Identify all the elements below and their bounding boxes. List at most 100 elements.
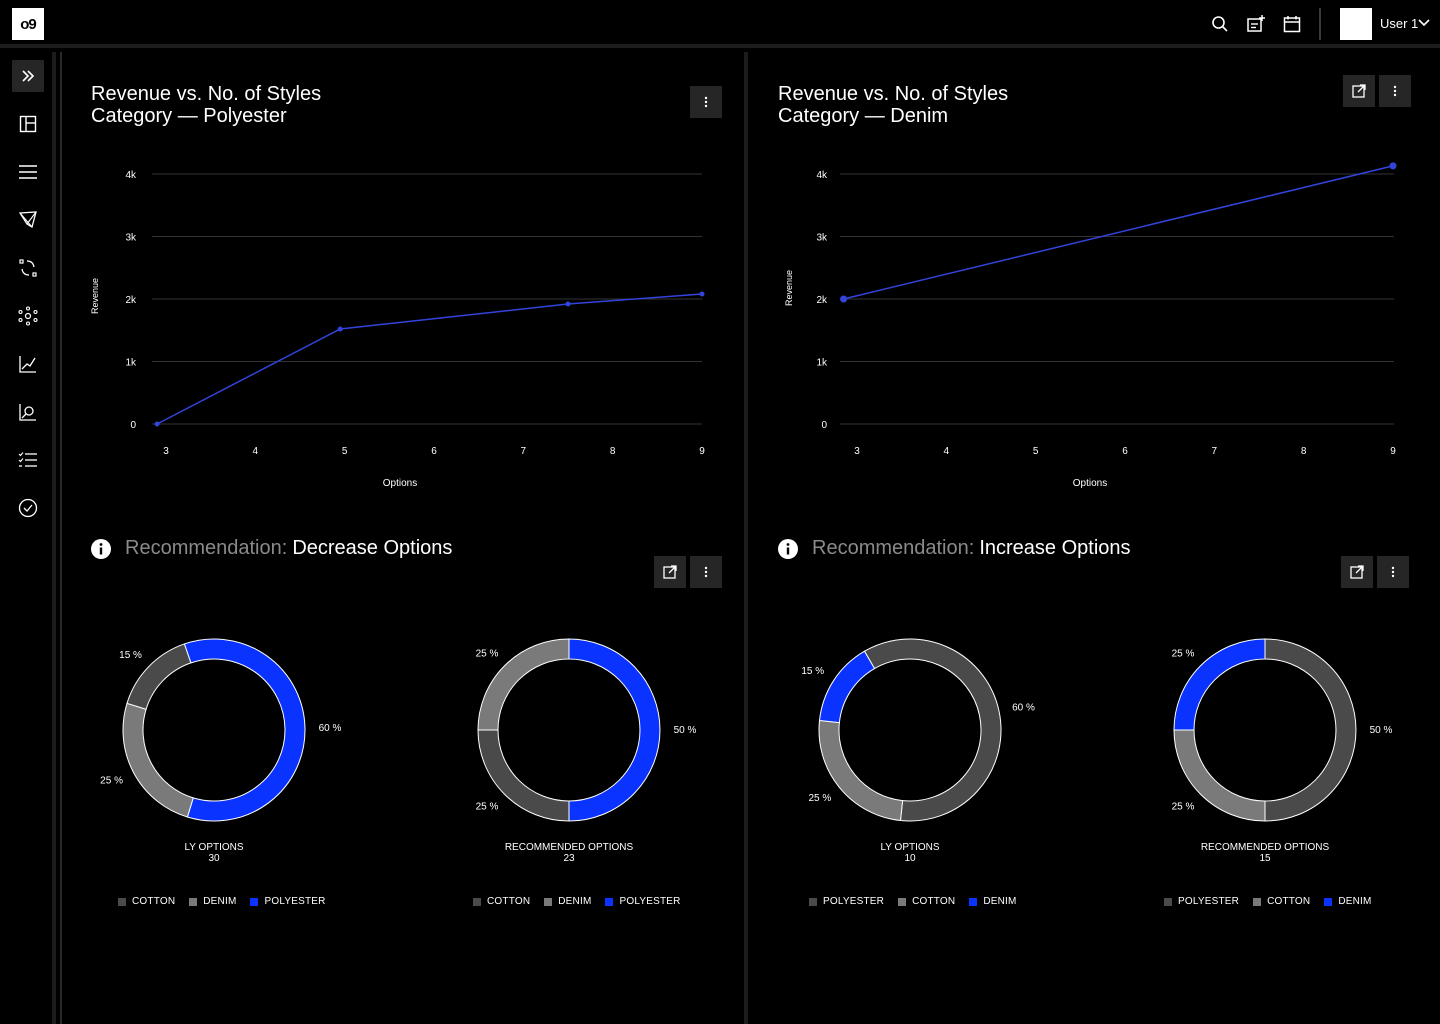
user-name[interactable]: User 1	[1380, 16, 1419, 31]
x-tick-label: 3	[854, 446, 860, 457]
donut-slice-label: 60 %	[319, 723, 342, 734]
flow-icon[interactable]	[12, 252, 44, 284]
chart-y-label: Revenue	[90, 278, 100, 314]
app-logo[interactable]: o9	[12, 8, 44, 40]
more-options-button[interactable]	[690, 556, 722, 588]
legend-label: COTTON	[487, 896, 531, 907]
trend-chart-icon[interactable]	[12, 348, 44, 380]
donut-slice-label: 50 %	[1370, 725, 1393, 736]
donut-slice-label: 50 %	[674, 725, 697, 736]
donut-slice-polyester	[568, 638, 661, 822]
line-chart-denim: 0 1k 2k 3k 4k 3 4 5 6 7 8 9 Options Revenue	[784, 162, 1397, 489]
legend-item-denim[interactable]: DENIM	[1324, 896, 1371, 907]
donut-caption-label: RECOMMENDED OPTIONS	[504, 842, 634, 853]
donut-caption-count: 23	[563, 853, 575, 864]
legend-item-polyester[interactable]: POLYESTER	[1164, 896, 1239, 907]
more-vertical-icon	[1393, 85, 1397, 97]
hub-icon[interactable]	[12, 300, 44, 332]
legend-item-denim[interactable]: DENIM	[189, 896, 236, 907]
open-external-button[interactable]	[1341, 556, 1373, 588]
y-tick-label: 1k	[125, 358, 137, 369]
y-tick-label: 0	[821, 420, 827, 431]
chevron-down-icon[interactable]	[1417, 16, 1431, 30]
search-icon[interactable]	[1208, 12, 1232, 36]
analysis-icon[interactable]	[12, 396, 44, 428]
x-tick-label: 9	[1390, 446, 1396, 457]
chart-title-polyester: Revenue vs. No. of Styles Category — Pol…	[91, 83, 321, 127]
menu-icon[interactable]	[12, 156, 44, 188]
chart-title-line2: Category — Polyester	[91, 105, 287, 127]
more-options-button[interactable]	[1377, 556, 1409, 588]
legend-item-cotton[interactable]: COTTON	[473, 896, 530, 907]
y-tick-label: 3k	[816, 233, 828, 244]
x-tick-label: 8	[610, 446, 616, 457]
x-tick-label: 5	[342, 446, 348, 457]
legend-item-polyester[interactable]: POLYESTER	[605, 896, 680, 907]
donut-slice-polyester	[183, 638, 306, 822]
chart-gridlines	[152, 173, 702, 425]
legend-item-denim[interactable]: DENIM	[969, 896, 1016, 907]
recommendation-label: Recommendation:	[812, 537, 975, 559]
layout-icon[interactable]	[12, 108, 44, 140]
legend-item-polyester[interactable]: POLYESTER	[809, 896, 884, 907]
add-note-icon[interactable]	[1244, 12, 1268, 36]
legend-label: COTTON	[132, 896, 176, 907]
donut-slice-label: 25 %	[1172, 649, 1195, 660]
more-options-button[interactable]	[1379, 75, 1411, 107]
checklist-icon[interactable]	[12, 444, 44, 476]
legend-swatch	[1164, 897, 1172, 906]
recommendation-label: Recommendation:	[125, 537, 288, 559]
y-tick-label: 1k	[816, 358, 828, 369]
external-link-icon	[1352, 84, 1366, 98]
donut-slice-label: 15 %	[119, 650, 142, 661]
chart-x-ticks: 3 4 5 6 7 8 9	[854, 446, 1396, 457]
donut-caption: LY OPTIONS 30	[134, 842, 294, 864]
legend-item-cotton[interactable]: COTTON	[1253, 896, 1310, 907]
x-tick-label: 5	[1033, 446, 1039, 457]
legend-item-cotton[interactable]: COTTON	[898, 896, 955, 907]
legend-swatch	[898, 897, 907, 906]
x-tick-label: 7	[521, 446, 527, 457]
x-tick-label: 6	[1122, 446, 1128, 457]
open-external-button[interactable]	[1343, 75, 1375, 107]
topbar-divider	[1319, 8, 1321, 40]
more-vertical-icon	[704, 566, 708, 578]
donut-slice-label: 25 %	[476, 649, 499, 660]
donut-slice-label: 25 %	[476, 801, 499, 812]
x-tick-label: 4	[253, 446, 259, 457]
x-tick-label: 8	[1301, 446, 1307, 457]
calendar-icon[interactable]	[1280, 12, 1304, 36]
external-link-icon	[1350, 565, 1364, 579]
donut-slice-label: 25 %	[808, 793, 831, 804]
legend-label: DENIM	[203, 896, 237, 907]
info-icon	[778, 538, 798, 559]
more-options-button[interactable]	[690, 86, 722, 118]
donut-caption-count: 30	[208, 853, 220, 864]
series-line	[843, 165, 1394, 300]
donut-chart-ly-options: 60 % 25 % 15 %	[801, 638, 1035, 822]
avatar[interactable]	[1340, 8, 1372, 40]
donut-slice-label: 15 %	[801, 666, 824, 677]
expand-icon[interactable]	[12, 60, 44, 92]
legend-item-polyester[interactable]: POLYESTER	[250, 896, 325, 907]
chart-y-ticks: 0 1k 2k 3k 4k	[816, 170, 828, 431]
chart-y-label: Revenue	[784, 270, 794, 306]
check-circle-icon[interactable]	[12, 492, 44, 524]
donut-chart-recommended-options: 50 % 25 % 25 %	[1172, 638, 1393, 822]
panel-polyester: Revenue vs. No. of Styles Category — Pol…	[60, 52, 744, 1024]
more-vertical-icon	[1391, 566, 1395, 578]
open-external-button[interactable]	[654, 556, 686, 588]
chart-series	[840, 162, 1397, 303]
donut-caption-label: RECOMMENDED OPTIONS	[1200, 842, 1330, 853]
legend-swatch	[809, 897, 817, 906]
legend-swatch	[969, 897, 978, 906]
recommendation-polyester: Recommendation: Decrease Options	[91, 537, 452, 560]
legend-item-denim[interactable]: DENIM	[544, 896, 591, 907]
network-icon[interactable]	[12, 204, 44, 236]
donut-slice-denim	[818, 650, 876, 724]
y-tick-label: 4k	[125, 170, 137, 181]
legend-item-cotton[interactable]: COTTON	[118, 896, 175, 907]
legend-label: POLYESTER	[264, 896, 326, 907]
donut-caption: RECOMMENDED OPTIONS 23	[489, 842, 649, 864]
legend-swatch	[189, 897, 198, 906]
